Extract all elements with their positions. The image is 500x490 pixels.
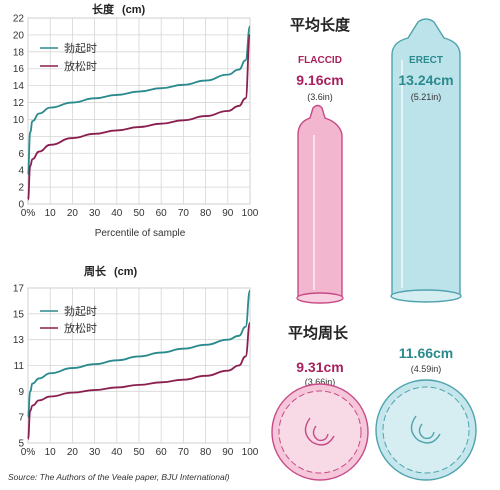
y-tick-label: 16 [13,64,25,75]
flaccid-girth-ring [271,383,369,481]
average-girth-panel: 平均周长 9.31cm (3.66in) 11.66cm (4.59in) [271,324,477,481]
flaccid-length-shape [296,104,344,304]
x-tick-label: 50 [133,447,145,458]
length-chart-lines [27,25,251,201]
girth-chart: 周长 (cm) 5 7 9 11 13 15 17 0% 10 20 30 40 50 60 70 80 90 1… [13,264,259,458]
y-tick-label: 12 [13,98,25,109]
x-tick-label: 60 [156,447,168,458]
girth-chart-y-unit: (cm) [114,266,138,278]
y-tick-label: 6 [18,149,24,160]
series-line-erect [27,289,251,419]
flaccid-length-value: 9.16cm [296,72,343,88]
source-note: Source: The Authors of the Veale paper, … [8,472,230,482]
x-tick-label: 60 [156,208,168,219]
length-chart-ticks: 0 2 4 6 8 10 12 14 16 18 20 22 0% 10 20 30 40 50 60 70 80 90 1… [13,14,259,220]
x-tick-label: 100 [242,447,259,458]
y-tick-label: 11 [14,361,25,372]
y-tick-label: 15 [13,309,25,320]
x-tick-label: 20 [67,447,79,458]
x-tick-label: 90 [222,447,234,458]
flaccid-girth-inches: (3.66in) [305,377,336,387]
length-chart: 长度 (cm) 0 2 4 6 8 10 12 14 16 18 20 22 0% 10 20 30 40 50 6… [13,2,259,239]
girth-chart-lines [27,289,251,441]
y-tick-label: 18 [13,47,25,58]
y-tick-label: 22 [13,14,25,25]
x-tick-label: 100 [242,208,259,219]
y-tick-label: 9 [18,387,24,398]
average-length-panel: 平均长度 FLACCID 9.16cm (3.6in) ERECT 13.24c… [290,16,462,304]
y-tick-label: 8 [18,132,24,143]
y-tick-label: 7 [18,413,24,424]
y-tick-label: 0 [18,200,24,211]
y-tick-label: 13 [13,335,25,346]
girth-chart-ticks: 5 7 9 11 13 15 17 0% 10 20 30 40 50 60 70 80 90 100 [13,284,259,459]
x-tick-label: 30 [89,447,101,458]
y-tick-label: 5 [18,439,24,450]
average-girth-title: 平均周长 [288,324,349,342]
erect-length-inches: (5.21in) [411,92,442,102]
x-tick-label: 40 [111,447,123,458]
x-tick-label: 80 [200,447,212,458]
series-line-flaccid [27,321,251,441]
x-tick-label: 30 [89,208,101,219]
length-chart-y-title: 长度 [92,2,115,16]
erect-girth-inches: (4.59in) [411,364,442,374]
series-line-flaccid [27,34,251,201]
y-tick-label: 17 [13,284,25,295]
x-tick-label: 40 [111,208,123,219]
length-chart-legend: 勃起时 放松时 [40,42,97,73]
x-tick-label: 90 [222,208,234,219]
y-tick-label: 10 [13,115,25,126]
x-tick-label: 10 [45,208,57,219]
y-tick-label: 2 [18,183,24,194]
y-tick-label: 14 [13,81,25,92]
length-chart-x-title: Percentile of sample [95,228,186,239]
girth-chart-legend: 勃起时 放松时 [40,305,97,335]
length-chart-y-unit: (cm) [122,4,146,16]
x-tick-label: 0% [21,208,36,219]
average-length-title: 平均长度 [290,16,351,34]
erect-label: ERECT [409,55,443,66]
x-tick-label: 20 [67,208,79,219]
x-tick-label: 50 [133,208,145,219]
erect-girth-ring [375,379,477,481]
y-tick-label: 20 [13,30,25,41]
flaccid-length-inches: (3.6in) [307,92,333,102]
series-line-erect [27,25,251,176]
flaccid-label: FLACCID [298,55,342,66]
y-tick-label: 4 [18,166,24,177]
erect-length-value: 13.24cm [398,72,453,88]
legend-flaccid-label-2: 放松时 [64,321,97,335]
x-tick-label: 10 [45,447,57,458]
flaccid-girth-value: 9.31cm [296,359,343,375]
legend-flaccid-label: 放松时 [64,59,97,73]
erect-girth-value: 11.66cm [399,345,454,361]
x-tick-label: 70 [178,208,190,219]
x-tick-label: 80 [200,208,212,219]
legend-erect-label: 勃起时 [64,42,97,55]
x-tick-label: 70 [178,447,190,458]
length-chart-grid [27,17,251,205]
erect-length-shape [390,18,462,303]
girth-chart-grid [27,287,251,444]
legend-erect-label-2: 勃起时 [64,305,97,318]
x-tick-label: 0% [21,447,36,458]
girth-chart-y-title: 周长 [84,264,107,278]
